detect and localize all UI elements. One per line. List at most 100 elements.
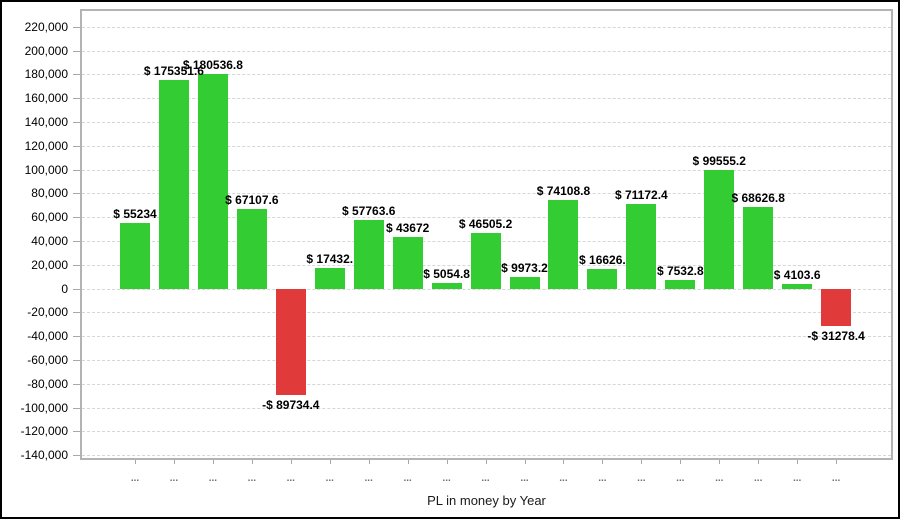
y-axis-tick-label: 20,000 [31,257,68,272]
bar-value-label: $ 16626. [579,252,626,267]
bar [587,268,618,289]
gridline [82,98,891,100]
bar [158,79,189,289]
y-axis-tick-mark [73,288,80,290]
y-axis-tick-label: 0 [61,281,68,296]
y-axis-tick-mark [73,145,80,147]
y-axis-tick-label: -100,000 [20,400,68,415]
x-axis-tick-label: ... [676,473,685,484]
bar [509,276,540,289]
bar-value-label: $ 68626.8 [731,190,785,205]
x-axis-tick-mark [135,460,136,464]
bar-value-label: -$ 31278.4 [807,328,865,343]
x-axis-tick-label: ... [169,473,179,484]
gridline [82,169,891,171]
x-axis-tick-label: ... [442,473,451,484]
bar [431,282,462,289]
y-axis-tick-label: -60,000 [27,353,68,368]
x-axis-tick-label: ... [831,473,841,484]
bar-value-label: $ 4103.6 [773,267,821,282]
y-axis-tick-mark [73,264,80,266]
bar-value-label: $ 9973.2 [501,260,548,275]
y-axis-tick-label: 160,000 [24,91,68,106]
bar-value-label: $ 43672 [385,220,430,235]
bar-value-label: $ 17432. [306,251,354,266]
x-axis-tick-mark [446,460,448,464]
bar-value-label: $ 7532.8 [656,263,704,278]
bar [548,200,579,289]
y-axis-tick-label: -120,000 [20,424,68,439]
bar [665,279,696,289]
x-axis-tick-mark [368,460,370,464]
x-axis-tick-mark [719,460,721,464]
x-axis-tick-label: ... [208,473,218,484]
y-axis-tick-mark [73,455,80,457]
y-axis-tick-label: 100,000 [24,162,68,177]
bar-value-label: $ 46505.2 [458,217,513,232]
gridline [82,431,891,433]
x-axis-tick-mark [836,460,838,464]
bar [743,206,774,289]
x-axis-tick-label: ... [364,473,373,484]
y-axis-tick-label: 200,000 [24,43,68,58]
bar [120,222,150,289]
y-axis-tick-label: -140,000 [20,448,68,463]
gridline [82,312,891,314]
y-axis-tick-mark [73,241,80,243]
y-axis-tick-label: 120,000 [24,138,68,153]
x-axis-tick-mark [212,460,214,464]
bar-value-label: $ 180536.8 [182,57,243,72]
bar-value-label: $ 57763.6 [341,203,396,218]
x-axis-tick-mark [563,460,565,464]
x-axis-tick-mark [602,460,604,464]
x-axis-tick-mark [251,460,253,464]
bar-value-label: $ 67107.6 [225,192,279,207]
y-axis-tick-mark [73,193,80,195]
bar [704,170,735,289]
bar [314,267,345,289]
x-axis-tick-mark [485,460,487,464]
bar-value-label: $ 74108.8 [536,184,591,199]
y-axis-tick-mark [73,360,80,362]
bar [470,233,501,289]
bar [392,236,423,289]
bar [197,73,228,289]
x-axis-tick-mark [641,460,643,464]
gridline [82,122,891,124]
x-axis-tick-mark [524,460,526,464]
x-axis-tick-mark [758,460,760,464]
y-axis-tick-label: 220,000 [24,19,68,34]
y-axis-tick-mark [73,122,80,124]
x-axis-tick-label: ... [792,473,802,484]
x-axis-tick-label: ... [754,473,763,484]
y-axis-tick-mark [73,26,80,28]
x-axis-tick-label: ... [598,473,607,484]
y-axis-tick-mark [73,407,80,409]
x-axis-tick-mark [173,460,175,464]
gridline [82,217,891,219]
bar [353,219,384,289]
x-axis-tick-mark [290,460,292,464]
gridline [82,145,891,147]
x-axis-tick-mark [329,460,331,464]
x-axis-tick-label: ... [403,473,412,484]
x-axis-tick-label: ... [715,473,724,484]
y-axis-tick-mark [73,50,80,52]
y-axis-tick-label: -80,000 [27,376,68,391]
bar-value-label: $ 55234 [113,206,157,221]
bar [782,283,813,289]
x-axis-tick-label: ... [286,473,295,484]
bar-value-label: -$ 89734.4 [262,398,320,413]
y-axis-tick-mark [73,383,80,385]
x-axis-tick-label: ... [559,473,568,484]
x-axis-tick-label: ... [325,473,334,484]
x-axis-tick-mark [407,460,409,464]
bar [821,288,852,326]
x-axis-tick-label: ... [130,473,140,484]
y-axis-tick-label: 60,000 [31,210,68,225]
